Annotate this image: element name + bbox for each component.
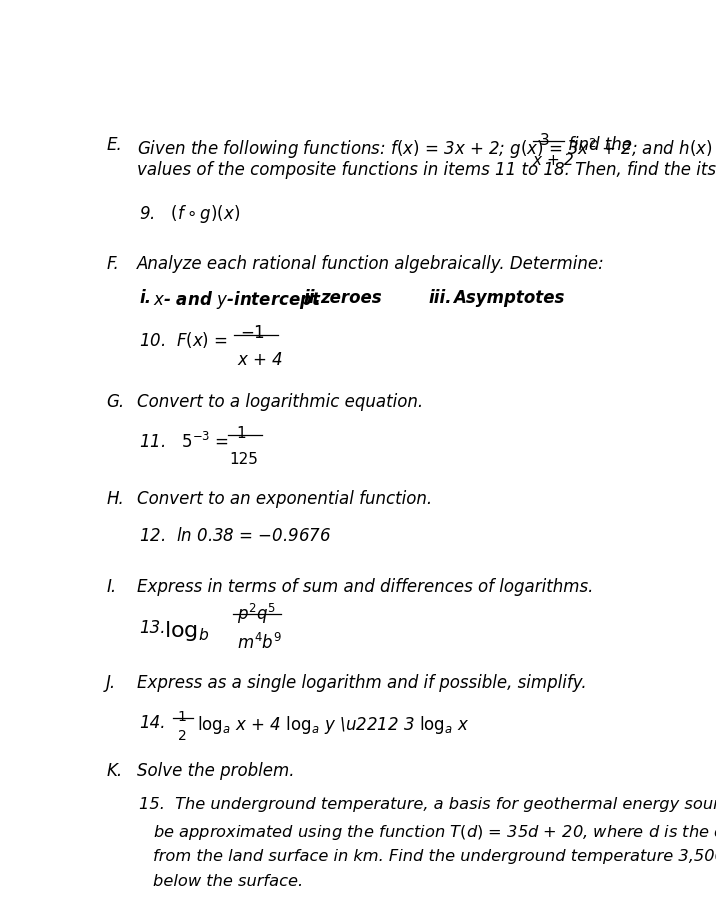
- Text: below the surface.: below the surface.: [153, 874, 304, 889]
- Text: I.: I.: [106, 578, 116, 596]
- Text: J.: J.: [106, 675, 116, 692]
- Text: 1: 1: [236, 426, 246, 441]
- Text: 9.   $(f \circ g)(x)$: 9. $(f \circ g)(x)$: [140, 203, 241, 225]
- Text: $x$- and $y$-intercept: $x$- and $y$-intercept: [153, 289, 322, 310]
- Text: H.: H.: [106, 490, 124, 508]
- Text: from the land surface in km. Find the underground temperature 3,500m: from the land surface in km. Find the un…: [153, 848, 716, 864]
- Text: G.: G.: [106, 393, 125, 410]
- Text: 2: 2: [178, 729, 186, 743]
- Text: Convert to an exponential function.: Convert to an exponential function.: [137, 490, 432, 508]
- Text: Convert to a logarithmic equation.: Convert to a logarithmic equation.: [137, 393, 422, 410]
- Text: $x$ + 2: $x$ + 2: [532, 152, 575, 168]
- Text: iii.: iii.: [428, 289, 452, 307]
- Text: 3: 3: [540, 133, 550, 148]
- Text: 14.: 14.: [140, 713, 166, 732]
- Text: i.: i.: [140, 289, 152, 307]
- Text: Express in terms of sum and differences of logarithms.: Express in terms of sum and differences …: [137, 578, 593, 596]
- Text: $p^2q^5$: $p^2q^5$: [236, 602, 276, 626]
- Text: 10.  $F(x)$ =: 10. $F(x)$ =: [140, 330, 228, 350]
- Text: $m^4b^9$: $m^4b^9$: [236, 633, 282, 653]
- Text: F.: F.: [106, 255, 119, 273]
- Text: Analyze each rational function algebraically. Determine:: Analyze each rational function algebraic…: [137, 255, 604, 273]
- Text: Asymptotes: Asymptotes: [453, 289, 564, 307]
- Text: 125: 125: [229, 452, 258, 467]
- Text: Express as a single logarithm and if possible, simplify.: Express as a single logarithm and if pos…: [137, 675, 586, 692]
- Text: $\log_a\,x$ + 4 $\log_a\,y$ \u2212 3 $\log_a\,x$: $\log_a\,x$ + 4 $\log_a\,y$ \u2212 3 $\l…: [197, 713, 469, 736]
- Text: find the: find the: [568, 137, 632, 154]
- Text: zeroes: zeroes: [320, 289, 382, 307]
- Text: $-1$: $-1$: [241, 324, 266, 342]
- Text: $x$ + 4: $x$ + 4: [237, 351, 284, 370]
- Text: 11.   $5^{-3}$ =: 11. $5^{-3}$ =: [140, 432, 230, 452]
- Text: values of the composite functions in items 11 to 18. Then, find the its domain.: values of the composite functions in ite…: [137, 161, 716, 178]
- Text: $\log_b$: $\log_b$: [165, 619, 210, 643]
- Text: 13.: 13.: [140, 619, 166, 637]
- Text: 12.  ln 0.38 = $-$0.9676: 12. ln 0.38 = $-$0.9676: [140, 527, 332, 545]
- Text: 1: 1: [177, 710, 186, 723]
- Text: Solve the problem.: Solve the problem.: [137, 762, 294, 780]
- Text: 15.  The underground temperature, a basis for geothermal energy source, can: 15. The underground temperature, a basis…: [140, 797, 716, 812]
- Text: K.: K.: [106, 762, 122, 780]
- Text: Given the following functions: $f(x)$ = 3$x$ + 2; $g(x)$ = 3$x^2$ + 2; and $h(x): Given the following functions: $f(x)$ = …: [137, 137, 716, 161]
- Text: E.: E.: [106, 137, 122, 154]
- Text: be approximated using the function $T(d)$ = 35$d$ + 20, where $d$ is the distanc: be approximated using the function $T(d)…: [153, 823, 716, 842]
- Text: ii.: ii.: [303, 289, 321, 307]
